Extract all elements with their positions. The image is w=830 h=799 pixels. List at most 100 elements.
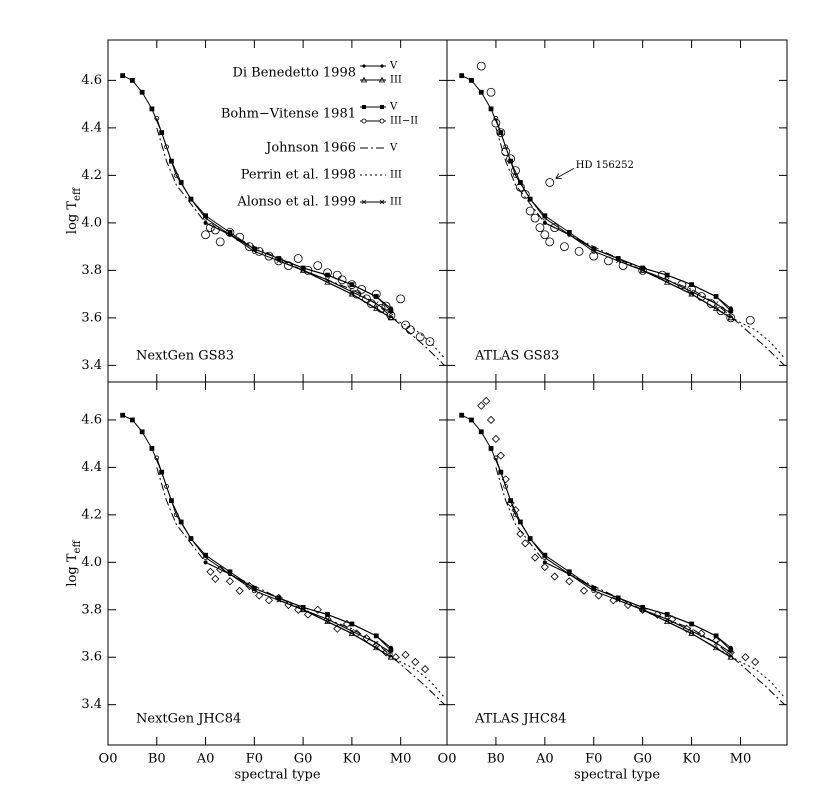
point <box>201 230 210 240</box>
curve-marker <box>139 429 145 435</box>
point <box>486 87 496 97</box>
point <box>254 246 264 256</box>
y-tick-label: 4.6 <box>81 73 102 88</box>
legend-marker <box>380 64 384 68</box>
point <box>741 653 750 662</box>
point <box>545 237 555 247</box>
curve-marker <box>713 294 719 299</box>
curve-marker <box>615 258 621 264</box>
x-tick-label: F0 <box>246 752 263 767</box>
curve <box>461 75 732 312</box>
point <box>516 529 525 538</box>
point <box>216 565 225 574</box>
point <box>594 591 603 600</box>
curve-marker <box>689 282 695 288</box>
point <box>687 284 697 294</box>
point <box>493 455 499 461</box>
point <box>496 128 506 138</box>
point <box>530 553 540 562</box>
panel-label: NextGen JHC84 <box>136 712 241 727</box>
point <box>188 536 194 541</box>
point <box>173 172 179 178</box>
point <box>545 178 555 187</box>
point <box>206 223 215 233</box>
x-tick-label: A0 <box>535 752 554 767</box>
point <box>188 196 194 202</box>
curve-marker <box>664 272 670 278</box>
y-axis-label-sub: eff <box>72 187 83 201</box>
x-tick-label: K0 <box>683 752 701 767</box>
point <box>527 536 533 541</box>
point <box>211 574 220 583</box>
y-axis-label-sub: eff <box>72 540 83 554</box>
point <box>527 196 533 202</box>
x-axis-label: spectral type <box>234 768 320 783</box>
curve-marker <box>478 89 484 95</box>
point <box>313 605 322 614</box>
point <box>284 600 293 610</box>
point <box>503 483 509 489</box>
panel-frame <box>107 381 448 746</box>
curve-marker <box>349 628 355 634</box>
curve <box>156 457 392 658</box>
curve <box>156 118 392 319</box>
curve-marker <box>349 621 355 627</box>
point <box>274 593 283 602</box>
point <box>550 223 560 233</box>
point <box>203 215 208 221</box>
y-tick-label: 4.6 <box>81 412 102 427</box>
point <box>313 261 323 271</box>
point <box>640 607 646 613</box>
panel-frame <box>446 381 788 746</box>
point <box>406 325 415 335</box>
point <box>503 144 509 150</box>
curve-marker <box>689 628 694 634</box>
point <box>506 154 515 164</box>
panel-frame <box>107 39 448 383</box>
point <box>486 415 496 425</box>
legend-marker <box>379 118 385 124</box>
y-tick-label: 3.8 <box>81 263 102 278</box>
point <box>415 332 425 342</box>
legend-class: III <box>390 170 402 181</box>
point <box>342 619 352 629</box>
legend-marker <box>378 76 386 83</box>
legend-class: V <box>389 143 398 154</box>
curve-marker <box>129 77 135 83</box>
point <box>362 634 371 643</box>
curve-marker <box>276 597 282 603</box>
legend-marker <box>362 64 366 68</box>
point <box>333 624 342 633</box>
point <box>372 641 381 650</box>
y-axis-label: log Teff <box>65 187 83 234</box>
point <box>550 572 559 581</box>
point <box>245 242 254 252</box>
point <box>726 648 735 657</box>
x-tick-label: F0 <box>585 752 602 767</box>
y-tick-label: 4.2 <box>81 168 102 183</box>
curve-marker <box>664 277 670 283</box>
point <box>711 636 721 645</box>
point <box>225 227 235 237</box>
x-tick-label: G0 <box>294 752 313 767</box>
point <box>203 555 208 560</box>
x-tick-label: M0 <box>730 752 752 767</box>
legend-marker <box>360 76 368 83</box>
curve-marker <box>469 417 474 423</box>
point <box>530 213 540 223</box>
curve-marker <box>664 616 670 622</box>
point <box>210 225 220 235</box>
point <box>332 270 342 280</box>
x-tick-label: G0 <box>633 752 652 767</box>
point <box>371 289 381 299</box>
curve-marker <box>276 258 282 264</box>
point <box>667 615 677 624</box>
curve-marker <box>349 282 355 288</box>
point <box>396 294 406 304</box>
point <box>540 562 549 572</box>
y-tick-label: 4.4 <box>81 120 102 135</box>
point <box>154 455 160 461</box>
point <box>511 166 520 176</box>
legend-marker <box>362 105 366 109</box>
point <box>476 61 486 71</box>
